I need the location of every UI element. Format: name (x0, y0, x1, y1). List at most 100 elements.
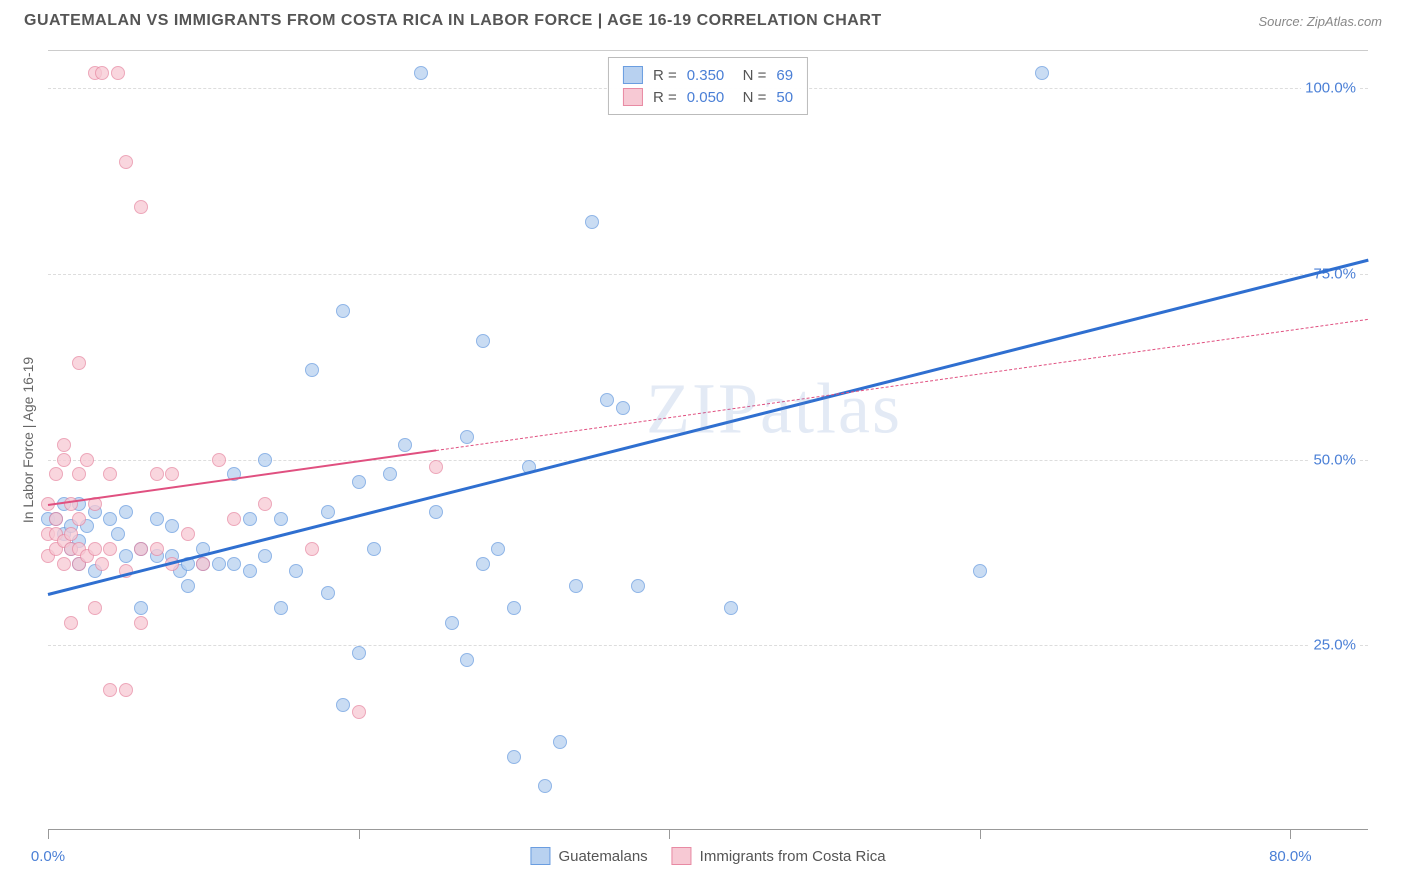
trend-line (48, 259, 1369, 596)
data-point (80, 453, 94, 467)
gridline (48, 274, 1368, 275)
data-point (585, 215, 599, 229)
data-point (227, 512, 241, 526)
data-point (274, 601, 288, 615)
data-point (134, 542, 148, 556)
x-tick (980, 829, 981, 839)
data-point (429, 460, 443, 474)
data-point (111, 66, 125, 80)
gridline (48, 460, 1368, 461)
legend-swatch (672, 847, 692, 865)
r-value: 0.350 (687, 67, 725, 84)
y-tick-label: 100.0% (1301, 80, 1360, 97)
scatter-chart: In Labor Force | Age 16-19 25.0%50.0%75.… (48, 50, 1368, 830)
r-value: 0.050 (687, 89, 725, 106)
data-point (181, 527, 195, 541)
data-point (150, 467, 164, 481)
data-point (49, 512, 63, 526)
legend-label: Immigrants from Costa Rica (700, 848, 886, 865)
y-tick-label: 25.0% (1309, 637, 1360, 654)
r-label: R = (653, 89, 677, 106)
data-point (289, 564, 303, 578)
data-point (64, 616, 78, 630)
data-point (600, 393, 614, 407)
data-point (57, 438, 71, 452)
data-point (398, 438, 412, 452)
y-tick-label: 50.0% (1309, 451, 1360, 468)
data-point (72, 467, 86, 481)
data-point (181, 579, 195, 593)
y-axis-label: In Labor Force | Age 16-19 (20, 357, 36, 523)
gridline (48, 645, 1368, 646)
plot-surface: 25.0%50.0%75.0%100.0%0.0%80.0% (48, 51, 1368, 829)
data-point (95, 557, 109, 571)
data-point (103, 683, 117, 697)
legend-item: Immigrants from Costa Rica (672, 847, 886, 865)
stats-row: R = 0.050 N = 50 (623, 86, 793, 108)
data-point (258, 497, 272, 511)
data-point (119, 155, 133, 169)
data-point (507, 750, 521, 764)
data-point (165, 519, 179, 533)
data-point (119, 549, 133, 563)
x-tick-label: 0.0% (31, 848, 65, 865)
data-point (973, 564, 987, 578)
x-tick (669, 829, 670, 839)
data-point (134, 200, 148, 214)
data-point (64, 527, 78, 541)
x-tick (1290, 829, 1291, 839)
data-point (57, 557, 71, 571)
data-point (352, 475, 366, 489)
data-point (165, 467, 179, 481)
data-point (445, 616, 459, 630)
data-point (383, 467, 397, 481)
data-point (212, 453, 226, 467)
data-point (352, 646, 366, 660)
chart-legend: Guatemalans Immigrants from Costa Rica (530, 847, 885, 865)
r-label: R = (653, 67, 677, 84)
legend-swatch (530, 847, 550, 865)
data-point (429, 505, 443, 519)
data-point (150, 542, 164, 556)
data-point (460, 653, 474, 667)
data-point (103, 467, 117, 481)
data-point (476, 334, 490, 348)
data-point (538, 779, 552, 793)
data-point (352, 705, 366, 719)
data-point (460, 430, 474, 444)
data-point (196, 557, 210, 571)
data-point (336, 304, 350, 318)
stats-row: R = 0.350 N = 69 (623, 64, 793, 86)
data-point (88, 542, 102, 556)
trend-line (436, 318, 1368, 450)
data-point (49, 467, 63, 481)
data-point (150, 512, 164, 526)
x-tick-label: 80.0% (1269, 848, 1312, 865)
data-point (367, 542, 381, 556)
data-point (103, 512, 117, 526)
data-point (305, 542, 319, 556)
series-swatch (623, 88, 643, 106)
x-tick (359, 829, 360, 839)
n-value: 69 (776, 67, 793, 84)
data-point (321, 586, 335, 600)
data-point (103, 542, 117, 556)
data-point (414, 66, 428, 80)
source-attribution: Source: ZipAtlas.com (1258, 14, 1382, 29)
data-point (616, 401, 630, 415)
data-point (243, 564, 257, 578)
data-point (57, 453, 71, 467)
data-point (631, 579, 645, 593)
legend-label: Guatemalans (558, 848, 647, 865)
data-point (119, 505, 133, 519)
chart-header: GUATEMALAN VS IMMIGRANTS FROM COSTA RICA… (0, 0, 1406, 38)
data-point (72, 512, 86, 526)
n-label: N = (734, 67, 766, 84)
data-point (336, 698, 350, 712)
data-point (134, 616, 148, 630)
data-point (724, 601, 738, 615)
data-point (111, 527, 125, 541)
data-point (507, 601, 521, 615)
data-point (243, 512, 257, 526)
series-swatch (623, 66, 643, 84)
